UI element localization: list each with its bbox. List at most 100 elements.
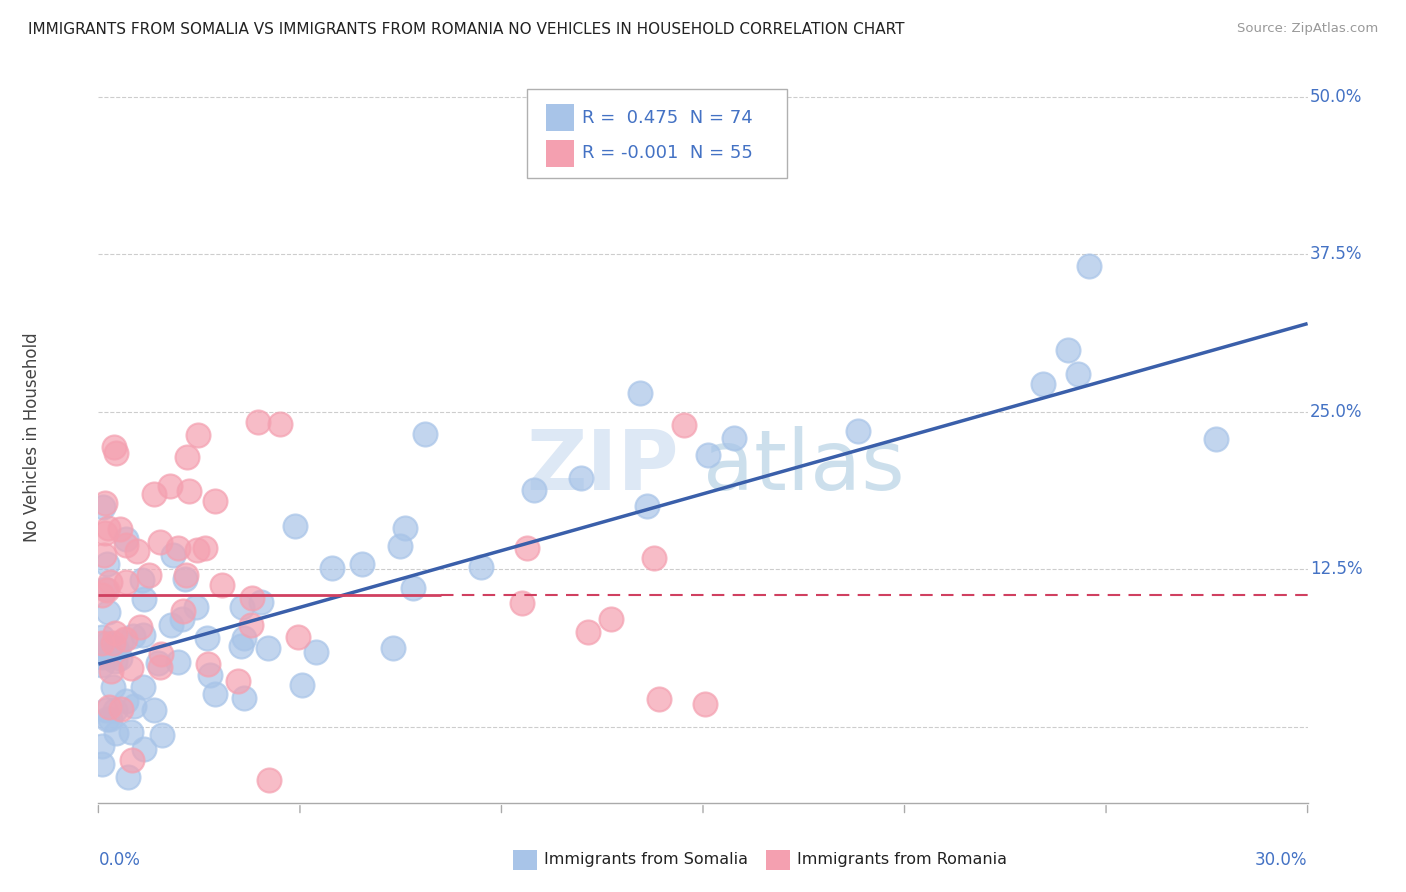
Point bbox=[186, 543, 208, 558]
Point bbox=[569, 471, 592, 485]
Point bbox=[226, 674, 249, 689]
Point bbox=[402, 581, 425, 595]
Point bbox=[115, 694, 138, 708]
Point bbox=[91, 630, 114, 644]
Point bbox=[179, 484, 201, 499]
Point bbox=[91, 649, 114, 664]
Point bbox=[94, 702, 117, 716]
Text: 30.0%: 30.0% bbox=[1256, 851, 1308, 869]
Point bbox=[105, 445, 128, 459]
Point bbox=[110, 522, 132, 536]
Point bbox=[231, 600, 253, 615]
Point bbox=[104, 641, 127, 656]
Point bbox=[233, 691, 256, 706]
Text: Source: ZipAtlas.com: Source: ZipAtlas.com bbox=[1237, 22, 1378, 36]
Point bbox=[166, 541, 188, 555]
Point bbox=[162, 548, 184, 562]
Point bbox=[91, 588, 114, 602]
Text: 0.0%: 0.0% bbox=[98, 851, 141, 869]
Point bbox=[117, 770, 139, 784]
Point bbox=[247, 416, 270, 430]
Point bbox=[233, 631, 256, 645]
Text: 12.5%: 12.5% bbox=[1310, 560, 1362, 579]
Point bbox=[104, 654, 127, 668]
Point bbox=[114, 574, 136, 589]
Text: Immigrants from Somalia: Immigrants from Somalia bbox=[544, 853, 748, 867]
Point bbox=[91, 636, 114, 650]
Point bbox=[114, 632, 136, 647]
Point bbox=[143, 487, 166, 501]
Point bbox=[240, 591, 263, 606]
Point bbox=[131, 681, 153, 695]
Point bbox=[184, 599, 207, 614]
Point bbox=[146, 656, 169, 670]
Point bbox=[195, 631, 218, 645]
Point bbox=[93, 549, 115, 563]
Point bbox=[96, 557, 118, 571]
Point bbox=[257, 641, 280, 656]
Point bbox=[121, 725, 143, 739]
Text: 25.0%: 25.0% bbox=[1310, 403, 1362, 421]
Point bbox=[648, 692, 671, 706]
Point bbox=[104, 726, 127, 740]
Point bbox=[134, 592, 156, 607]
Point bbox=[114, 532, 136, 546]
Point bbox=[523, 483, 546, 497]
Point bbox=[93, 495, 115, 509]
Point bbox=[103, 625, 125, 640]
Point bbox=[98, 642, 121, 657]
Point bbox=[120, 660, 142, 674]
Point bbox=[138, 567, 160, 582]
Point bbox=[287, 630, 309, 644]
Point bbox=[229, 639, 252, 653]
Point bbox=[1032, 376, 1054, 391]
Point bbox=[110, 702, 132, 716]
Point bbox=[97, 650, 120, 665]
Point bbox=[470, 559, 492, 574]
Point bbox=[200, 668, 222, 682]
Point bbox=[1067, 367, 1090, 381]
Point bbox=[96, 636, 118, 650]
Point bbox=[187, 428, 209, 442]
Point bbox=[159, 479, 181, 493]
Point bbox=[128, 620, 150, 634]
Point bbox=[1205, 432, 1227, 446]
Point bbox=[211, 578, 233, 592]
Point bbox=[389, 539, 412, 553]
Point bbox=[643, 551, 665, 566]
Point bbox=[104, 703, 127, 717]
Point bbox=[576, 624, 599, 639]
Point bbox=[350, 558, 373, 572]
Point bbox=[636, 499, 658, 513]
Point bbox=[100, 665, 122, 679]
Point bbox=[321, 561, 343, 575]
Point bbox=[93, 582, 115, 597]
Point bbox=[394, 521, 416, 535]
Point bbox=[600, 612, 623, 626]
Point bbox=[132, 742, 155, 756]
Point bbox=[91, 739, 114, 754]
Point bbox=[167, 655, 190, 669]
Text: 50.0%: 50.0% bbox=[1310, 87, 1362, 105]
Point bbox=[94, 526, 117, 541]
Point bbox=[96, 583, 118, 598]
Point bbox=[149, 534, 172, 549]
Point bbox=[149, 659, 172, 673]
Point bbox=[172, 604, 194, 618]
Point bbox=[115, 538, 138, 552]
Point bbox=[97, 605, 120, 619]
Point bbox=[110, 635, 132, 649]
Point bbox=[250, 595, 273, 609]
Point bbox=[382, 640, 405, 655]
Text: ZIP: ZIP bbox=[526, 425, 679, 507]
Point bbox=[110, 650, 132, 665]
Text: 37.5%: 37.5% bbox=[1310, 245, 1362, 263]
Point bbox=[628, 385, 651, 400]
Text: No Vehicles in Household: No Vehicles in Household bbox=[22, 332, 41, 542]
Point bbox=[131, 573, 153, 587]
Point bbox=[697, 448, 720, 462]
Point bbox=[150, 727, 173, 741]
Point bbox=[159, 618, 181, 632]
Point bbox=[257, 772, 280, 787]
Point bbox=[174, 567, 197, 582]
